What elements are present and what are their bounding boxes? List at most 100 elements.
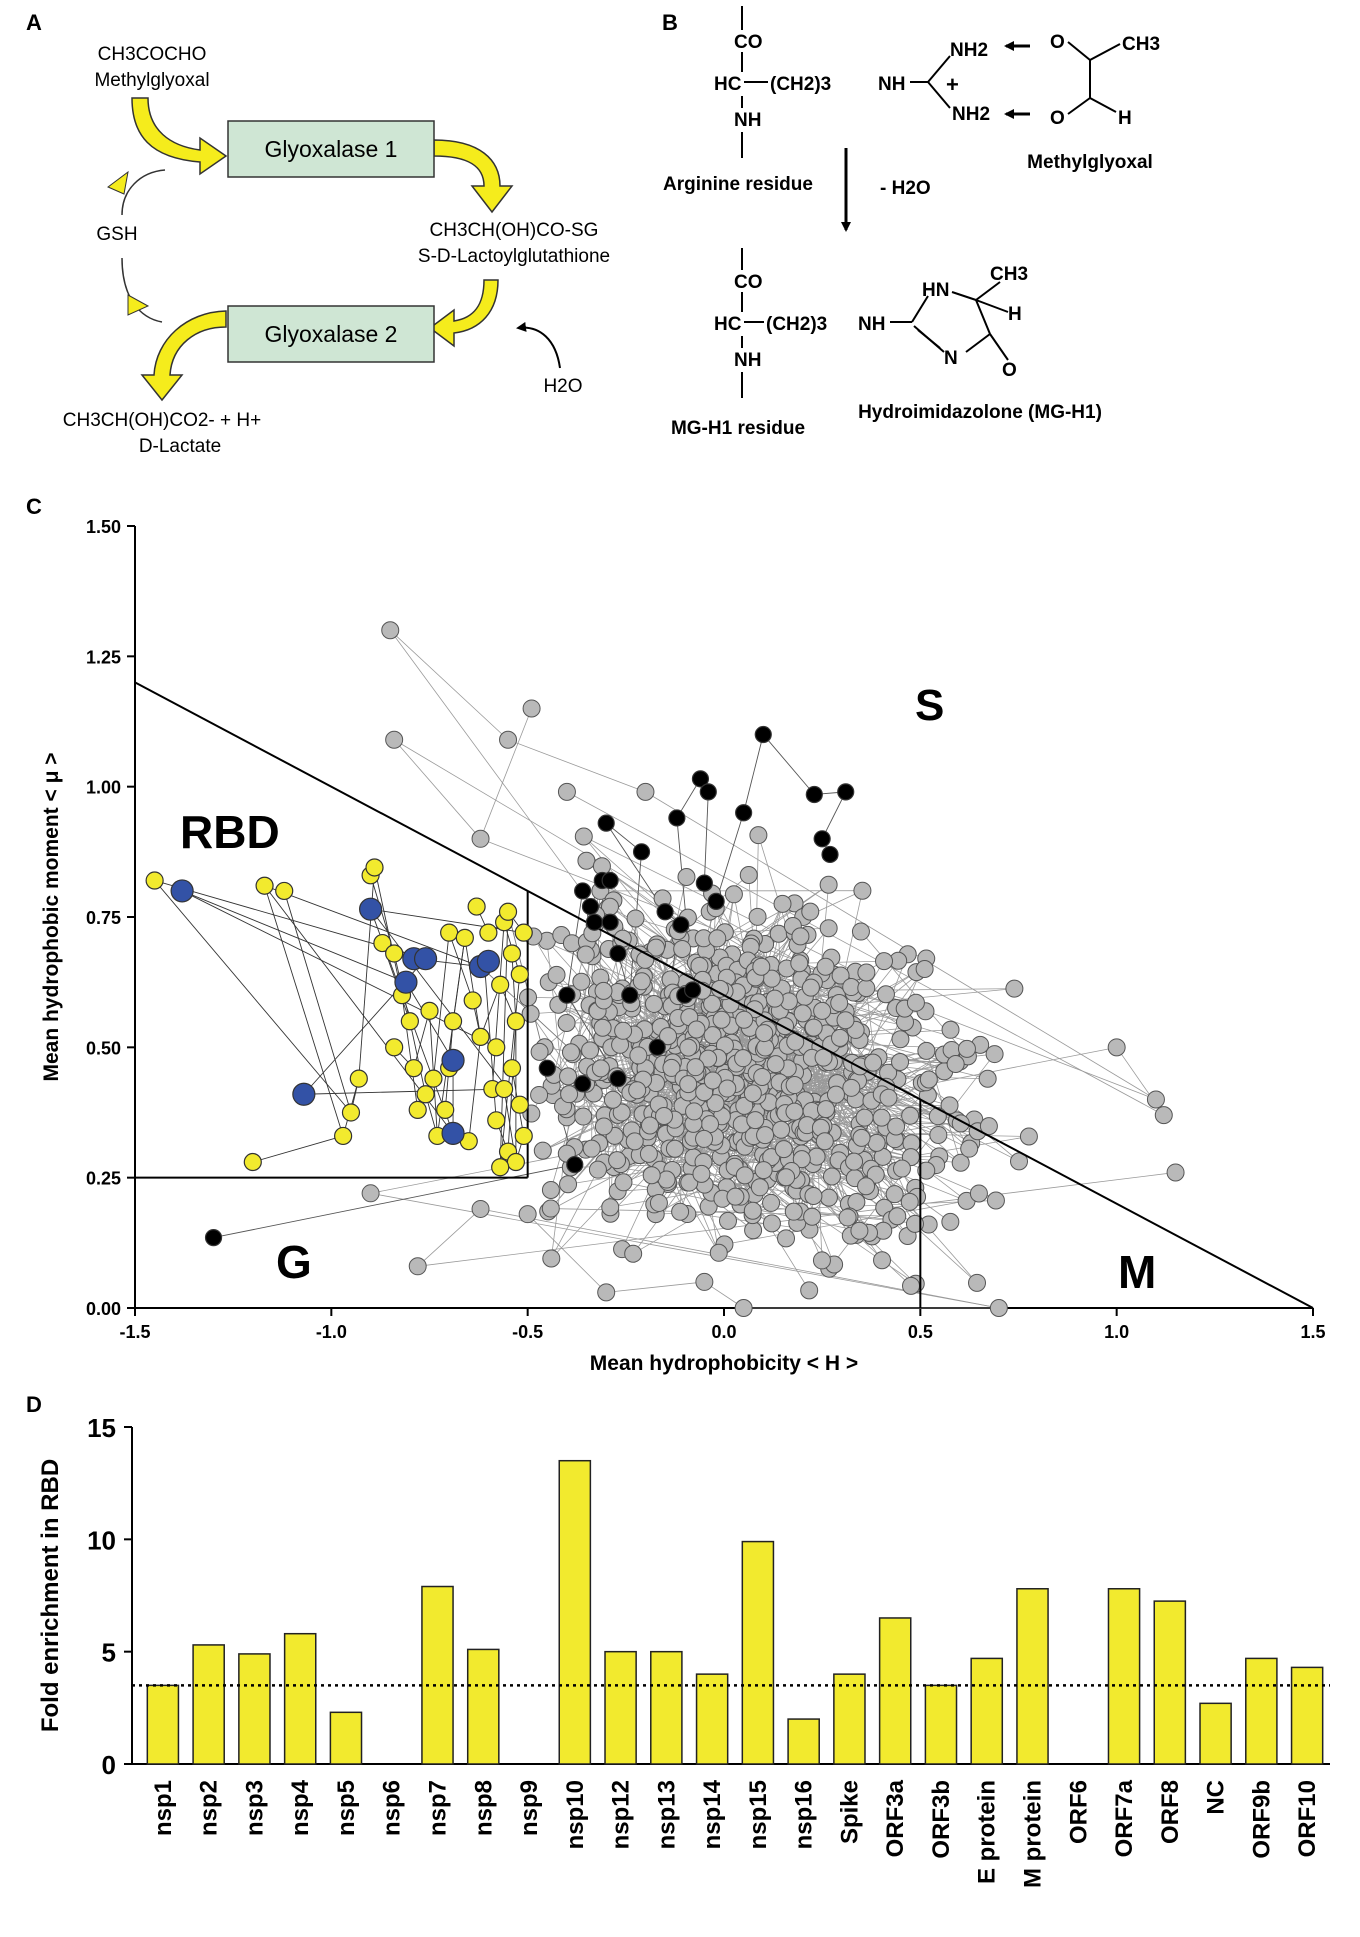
gray-point xyxy=(867,1133,886,1152)
bar-category-label: ORF3b xyxy=(928,1780,955,1859)
gray-point xyxy=(703,1026,722,1045)
methylglyoxal-formula: CH3COCHO xyxy=(98,44,207,65)
gray-point xyxy=(649,1193,668,1212)
gray-point xyxy=(629,1046,648,1065)
gray-point xyxy=(891,1030,910,1049)
black-link xyxy=(743,734,764,813)
gray-point xyxy=(850,1221,869,1240)
panel-c-label: C xyxy=(26,494,42,519)
bar-y-tick-label: 0 xyxy=(102,1750,116,1780)
yellow-point xyxy=(471,1027,490,1047)
mgh1-ch2: (CH2)3 xyxy=(766,314,827,335)
boundary-diagonal xyxy=(134,681,1314,1309)
black-point xyxy=(204,1229,223,1247)
gray-point xyxy=(574,1107,593,1126)
yellow-point xyxy=(506,1152,525,1172)
gray-point xyxy=(628,1081,647,1100)
gray-point xyxy=(793,1004,812,1023)
black-link xyxy=(715,812,745,902)
bar-y-tick-label: 10 xyxy=(87,1525,116,1555)
bar-m-protein xyxy=(1016,1588,1049,1765)
mgh1-nh: NH xyxy=(858,314,885,335)
gray-point xyxy=(1107,1038,1126,1057)
black-point xyxy=(621,986,639,1004)
bar-category-label: nsp8 xyxy=(470,1780,497,1836)
gray-point xyxy=(646,938,665,957)
methylglyoxal-struct-label: Methylglyoxal xyxy=(1027,152,1153,173)
gray-point xyxy=(533,1141,552,1160)
arginine-residue-label: Arginine residue xyxy=(663,174,813,195)
arg-co: CO xyxy=(734,32,763,53)
yellow-point xyxy=(463,991,482,1010)
bar-y-axis-title: Fold enrichment in RBD xyxy=(37,1459,64,1732)
yellow-point xyxy=(502,944,522,963)
mg-bond-4 xyxy=(1067,97,1091,115)
yellow-point xyxy=(440,923,459,942)
rbd-link xyxy=(464,937,481,1037)
blue-point xyxy=(441,1121,465,1145)
gray-point xyxy=(692,1164,711,1183)
gray-point xyxy=(857,963,876,982)
gray-point xyxy=(560,1085,579,1104)
gray-point xyxy=(752,957,771,976)
rbd-link xyxy=(374,867,403,996)
blue-point xyxy=(170,879,194,903)
gray-point xyxy=(807,1147,826,1166)
x-axis-title: Mean hydrophobicity < H > xyxy=(590,1352,858,1375)
bar-orf3b xyxy=(924,1684,958,1765)
yellow-point xyxy=(243,1152,262,1172)
mg-bond-1 xyxy=(1067,41,1091,61)
gray-point xyxy=(756,1126,775,1145)
gray-point xyxy=(734,1049,753,1068)
gray-point xyxy=(718,1211,737,1230)
bar-category-label: nsp15 xyxy=(745,1780,772,1849)
black-point xyxy=(656,903,674,921)
gray-point xyxy=(857,1177,876,1196)
gray-point xyxy=(765,989,784,1008)
rbd-link xyxy=(303,1088,505,1095)
black-point xyxy=(632,843,651,861)
bar-y-tick-label: 5 xyxy=(102,1638,116,1668)
bar-nsp5 xyxy=(329,1711,363,1765)
gray-point xyxy=(968,1273,987,1292)
yellow-point xyxy=(365,858,384,877)
black-point xyxy=(574,882,592,900)
gray-point xyxy=(853,881,872,900)
gray-point xyxy=(941,1212,960,1231)
yellow-point xyxy=(506,1012,525,1031)
gray-point xyxy=(749,826,768,845)
gray-point xyxy=(855,1108,874,1127)
yellow-point xyxy=(400,1012,419,1031)
gray-point xyxy=(673,939,692,958)
glyoxalase2-label: Glyoxalase 2 xyxy=(265,321,398,347)
region-label-rbd: RBD xyxy=(180,806,280,858)
gray-link xyxy=(480,708,532,839)
gray-point xyxy=(785,1102,804,1121)
gray-point xyxy=(917,1041,936,1060)
gray-point xyxy=(905,1214,924,1233)
yellow-point xyxy=(498,902,518,921)
bar-category-label: ORF9b xyxy=(1248,1780,1275,1859)
gray-point xyxy=(743,1201,762,1220)
gray-point xyxy=(572,972,591,991)
gray-point xyxy=(541,1199,560,1218)
gray-point xyxy=(594,981,613,1000)
black-point xyxy=(558,986,576,1004)
arg-ch2: (CH2)3 xyxy=(770,74,831,95)
gray-point xyxy=(703,994,722,1013)
gray-point xyxy=(699,1049,718,1068)
gray-point xyxy=(801,978,820,997)
water-arrow xyxy=(516,321,561,369)
gray-point xyxy=(906,993,925,1012)
gray-point xyxy=(597,1283,616,1302)
yellow-point xyxy=(455,928,474,947)
gray-point xyxy=(989,1299,1008,1317)
ring-bond-4 xyxy=(965,333,991,353)
gray-point xyxy=(636,782,655,801)
gray-point xyxy=(381,621,400,640)
yellow-point xyxy=(502,1059,522,1078)
black-point xyxy=(648,1038,666,1056)
yellow-point xyxy=(145,871,164,890)
rbd-link xyxy=(283,890,352,1113)
black-point xyxy=(566,1156,584,1174)
